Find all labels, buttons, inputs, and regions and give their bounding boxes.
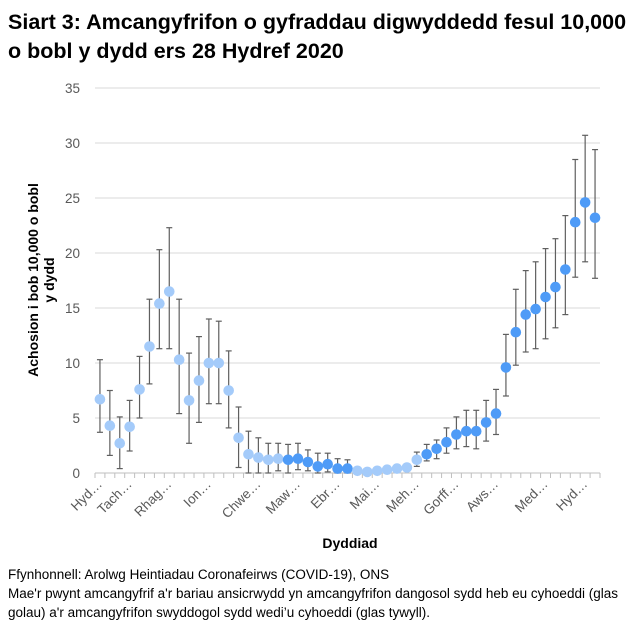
data-point [332, 463, 343, 474]
data-point [114, 438, 126, 449]
data-point [540, 291, 551, 303]
data-point [183, 395, 195, 406]
x-tick-label: Chwe… [219, 477, 264, 522]
data-point [163, 286, 175, 297]
x-tick-label: Maw… [263, 477, 303, 517]
data-point [391, 463, 403, 474]
data-point [431, 443, 442, 455]
data-point [401, 462, 413, 473]
data-point [352, 465, 363, 477]
explanation-note: Mae'r pwynt amcangyfrif a'r bariau ansic… [8, 586, 618, 620]
data-point [223, 385, 234, 396]
x-tick-label: Med… [512, 477, 551, 516]
data-point [322, 458, 333, 470]
data-point [272, 453, 284, 465]
data-point [262, 454, 274, 466]
data-point [282, 454, 294, 466]
y-tick-label: 10 [65, 356, 80, 371]
data-point [104, 420, 116, 432]
data-point [302, 456, 314, 468]
data-point [470, 425, 482, 437]
data-point [173, 354, 185, 366]
data-point [342, 463, 353, 474]
data-point [569, 216, 581, 228]
source-note: Ffynhonnell: Arolwg Heintiadau Coronafei… [8, 567, 390, 582]
y-tick-label: 25 [65, 191, 80, 206]
data-point [500, 362, 512, 373]
data-point [589, 212, 601, 224]
x-axis-label: Dyddiad [322, 535, 377, 551]
x-tick-label: Meh… [383, 477, 422, 516]
y-tick-label: 30 [65, 136, 80, 151]
data-point [233, 432, 244, 444]
chart-title: Siart 3: Amcangyfrifon o gyfraddau digwy… [8, 10, 627, 63]
y-tick-label: 15 [65, 301, 80, 316]
data-point [193, 375, 205, 386]
data-point [411, 454, 423, 466]
data-point [441, 436, 452, 448]
data-point [520, 309, 532, 320]
x-tick-label: Rhag… [131, 477, 174, 520]
data-point [421, 449, 433, 460]
data-point [312, 461, 324, 472]
x-tick-label: Mai… [347, 477, 383, 513]
data-point [144, 341, 155, 352]
data-point [381, 464, 393, 476]
data-point [243, 449, 254, 460]
x-tick-label: Hyd… [553, 477, 590, 514]
data-point [480, 417, 492, 428]
data-point [154, 298, 165, 309]
y-axis-label: Achosion i bob 10,000 o bobly dydd [25, 183, 57, 377]
data-point [292, 453, 304, 465]
x-tick-label: Gorff… [420, 477, 461, 518]
y-tick-label: 0 [72, 466, 80, 481]
data-point [213, 357, 225, 369]
y-tick-label: 20 [65, 246, 80, 261]
x-tick-label: Ebr… [308, 477, 343, 512]
y-tick-label: 5 [72, 411, 80, 426]
data-point [371, 465, 383, 477]
data-point [490, 408, 502, 419]
data-point [530, 303, 541, 315]
data-point [124, 421, 135, 433]
y-tick-label: 35 [65, 81, 80, 96]
data-point [203, 357, 215, 369]
data-point [253, 452, 264, 463]
data-point [362, 466, 373, 478]
data-point [579, 197, 591, 208]
x-tick-label: Aws… [463, 477, 501, 515]
data-point [134, 384, 145, 395]
data-point [560, 264, 571, 275]
data-point [510, 326, 522, 338]
data-point [94, 394, 106, 405]
data-point [461, 425, 472, 437]
data-point [550, 281, 561, 293]
x-tick-label: Ion… [181, 477, 214, 510]
data-point [451, 429, 462, 440]
